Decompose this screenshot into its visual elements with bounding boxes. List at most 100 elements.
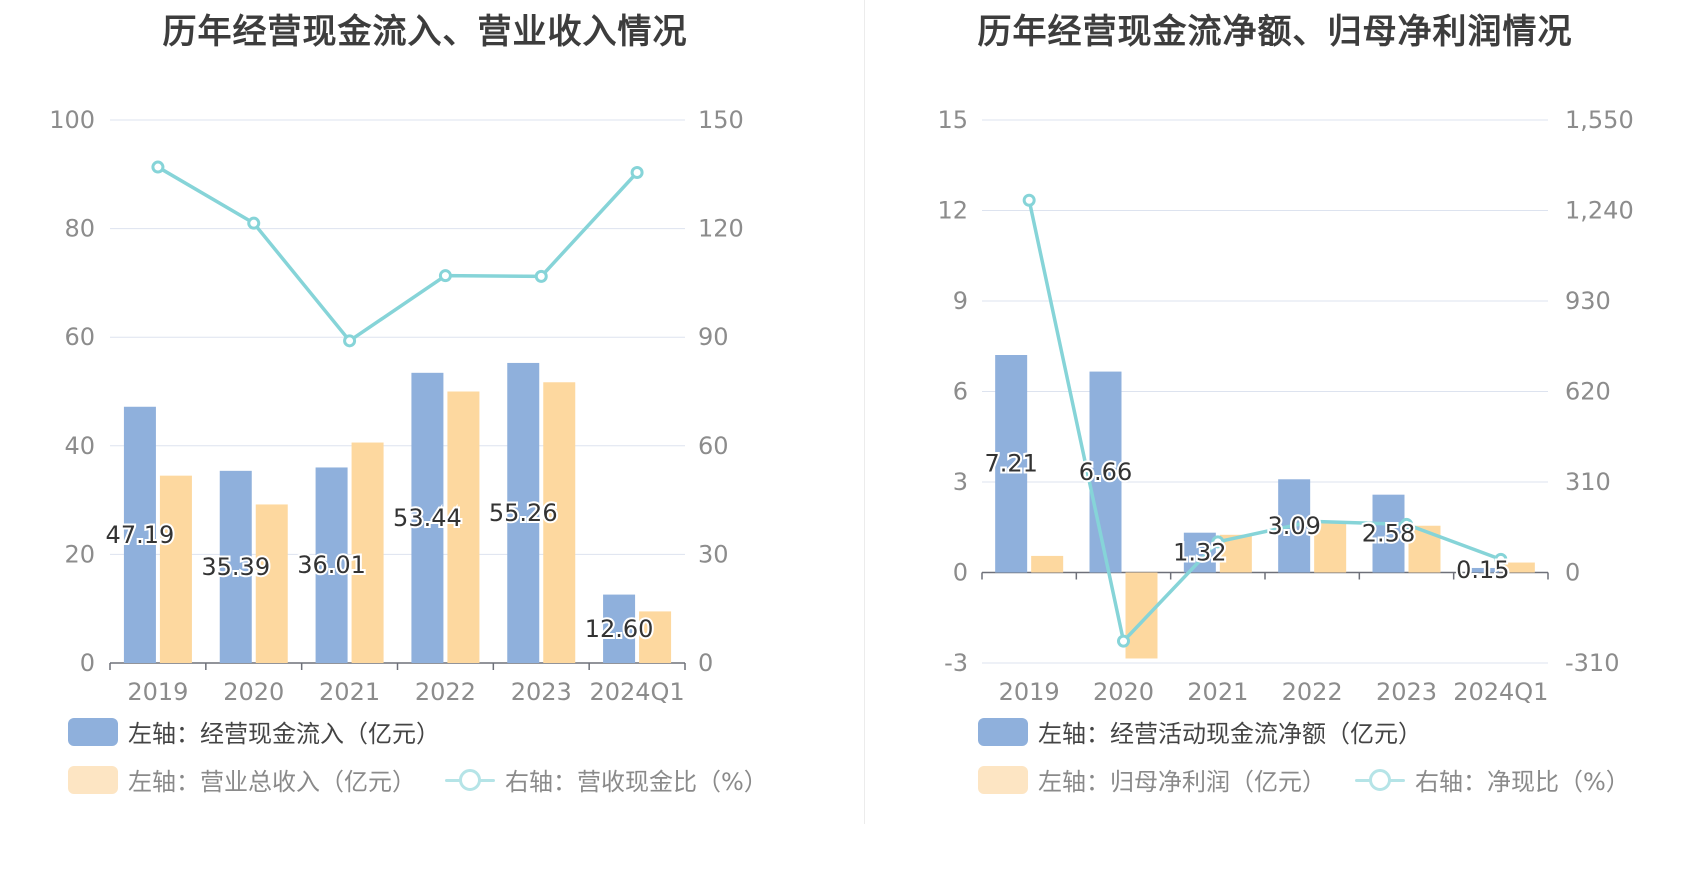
y-left-tick-label: 60 xyxy=(64,323,95,351)
bar-secondary xyxy=(159,475,192,663)
line-point xyxy=(1022,193,1036,207)
line-point xyxy=(534,269,548,283)
legend-label: 左轴：经营现金流入（亿元） xyxy=(128,720,440,748)
bar-data-label: 55.26 xyxy=(489,499,558,527)
bar-data-label: 1.32 xyxy=(1173,539,1226,567)
bar-primary xyxy=(123,406,156,663)
legend-line-swatch xyxy=(445,766,495,794)
legend-item[interactable]: 左轴：经营活动现金流净额（亿元） xyxy=(978,714,1422,749)
y-right-tick-label: 1,240 xyxy=(1565,197,1634,225)
panel-divider xyxy=(864,0,865,824)
bar-primary xyxy=(1089,371,1122,573)
bar-primary xyxy=(1183,532,1216,573)
chart-plot-area: 0 0 20 30 40 60 60 90 80 120 100 150 2019 2020 2021 202… xyxy=(49,106,744,706)
bar-data-label: 36.01 xyxy=(297,551,366,579)
bar-secondary xyxy=(543,382,576,663)
bar-data-label: 7.21 xyxy=(984,450,1037,478)
line-series xyxy=(157,165,639,343)
legend-item[interactable]: 右轴：净现比（%） xyxy=(1355,762,1630,797)
bar-secondary xyxy=(1502,562,1535,573)
legend-label: 左轴：经营活动现金流净额（亿元） xyxy=(1038,720,1422,748)
bar-primary xyxy=(315,467,348,663)
legend-item[interactable]: 右轴：营收现金比（%） xyxy=(445,762,768,797)
chart-title: 历年经营现金流入、营业收入情况 xyxy=(162,12,688,52)
line-point xyxy=(247,216,261,230)
legend-label: 左轴：营业总收入（亿元） xyxy=(128,768,416,796)
line-point xyxy=(1400,517,1413,531)
y-left-tick-label: 0 xyxy=(953,559,968,587)
chart-title: 历年经营现金流净额、归母净利润情况 xyxy=(977,12,1573,52)
bar-primary xyxy=(1372,494,1405,573)
bar-primary xyxy=(603,594,636,663)
y-left-tick-label: 12 xyxy=(937,197,968,225)
legend-label: 右轴：净现比（%） xyxy=(1415,768,1630,796)
bar-data-label: 0.15 xyxy=(1456,556,1509,584)
bar-primary xyxy=(1466,567,1499,573)
bar-secondary xyxy=(447,391,480,663)
y-right-tick-label: 60 xyxy=(698,432,729,460)
x-category-label: 2020 xyxy=(1093,678,1154,706)
bar-data-label: 53.44 xyxy=(393,504,462,532)
x-category-label: 2021 xyxy=(1187,678,1248,706)
x-category-label: 2019 xyxy=(127,678,188,706)
bar-secondary xyxy=(1314,521,1347,573)
y-right-tick-label: 930 xyxy=(1565,287,1611,315)
y-left-tick-label: 100 xyxy=(49,106,95,134)
legend-line-swatch xyxy=(1355,766,1405,794)
x-category-label: 2024Q1 xyxy=(1453,678,1548,706)
line-point xyxy=(1305,514,1319,528)
x-category-label: 2020 xyxy=(223,678,284,706)
bar-secondary xyxy=(351,442,384,663)
legend-bar-swatch xyxy=(68,717,118,746)
legend-item[interactable]: 左轴：归母净利润（亿元） xyxy=(978,762,1326,797)
bar-data-label: 47.19 xyxy=(106,521,175,549)
legend-bar-swatch xyxy=(978,765,1028,794)
y-right-tick-label: 0 xyxy=(1565,559,1580,587)
right-chart-panel: 历年经营现金流净额、归母净利润情况 -3 -310 0 0 3 310 6 620 9 930 12… xyxy=(850,0,1700,874)
bar-secondary xyxy=(1031,555,1064,573)
bar-data-label: 12.60 xyxy=(585,615,654,643)
x-category-label: 2024Q1 xyxy=(589,678,684,706)
left-chart-panel: 历年经营现金流入、营业收入情况 0 0 20 30 40 60 60 90 80 120 100 15… xyxy=(49,12,768,797)
y-left-tick-label: 3 xyxy=(953,468,968,496)
bar-secondary xyxy=(639,611,672,663)
x-category-label: 2021 xyxy=(319,678,380,706)
y-left-tick-label: 6 xyxy=(953,378,968,406)
y-right-tick-label: 620 xyxy=(1565,378,1611,406)
bar-data-label: 6.66 xyxy=(1079,458,1132,486)
x-category-label: 2022 xyxy=(415,678,476,706)
y-left-tick-label: 0 xyxy=(80,649,95,677)
line-series xyxy=(1027,199,1502,643)
line-point xyxy=(1211,535,1225,549)
x-category-label: 2023 xyxy=(1376,678,1437,706)
legend-bar-swatch xyxy=(978,717,1028,746)
line-point xyxy=(343,334,357,348)
bar-primary xyxy=(995,354,1028,573)
bar-secondary xyxy=(1125,572,1158,659)
legend-item[interactable]: 左轴：经营现金流入（亿元） xyxy=(68,714,440,749)
y-right-tick-label: 30 xyxy=(698,540,729,568)
y-left-tick-label: 9 xyxy=(953,287,968,315)
y-right-tick-label: 90 xyxy=(698,323,729,351)
legend-label: 右轴：营收现金比（%） xyxy=(505,768,768,796)
bar-primary xyxy=(411,372,444,663)
x-category-label: 2019 xyxy=(999,678,1060,706)
y-left-tick-label: 15 xyxy=(937,106,968,134)
line-point xyxy=(1117,634,1130,648)
bar-primary xyxy=(507,362,540,663)
bar-data-label: 35.39 xyxy=(201,553,270,581)
y-right-tick-label: 1,550 xyxy=(1565,106,1634,134)
y-right-tick-label: 120 xyxy=(698,215,744,243)
y-left-tick-label: 80 xyxy=(64,215,95,243)
x-category-label: 2023 xyxy=(511,678,572,706)
line-point xyxy=(151,160,165,174)
y-right-tick-label: 0 xyxy=(698,649,713,677)
chart-plot-area: -3 -310 0 0 3 310 6 620 9 930 12 1,240 15 1,550 2019 20… xyxy=(937,106,1634,706)
legend-item[interactable]: 左轴：营业总收入（亿元） xyxy=(68,762,416,797)
legend-bar-swatch xyxy=(68,765,118,794)
y-left-tick-label: 20 xyxy=(64,540,95,568)
bar-primary xyxy=(219,470,252,663)
x-category-label: 2022 xyxy=(1282,678,1343,706)
y-right-tick-label: -310 xyxy=(1565,649,1619,677)
legend-label: 左轴：归母净利润（亿元） xyxy=(1038,768,1326,796)
